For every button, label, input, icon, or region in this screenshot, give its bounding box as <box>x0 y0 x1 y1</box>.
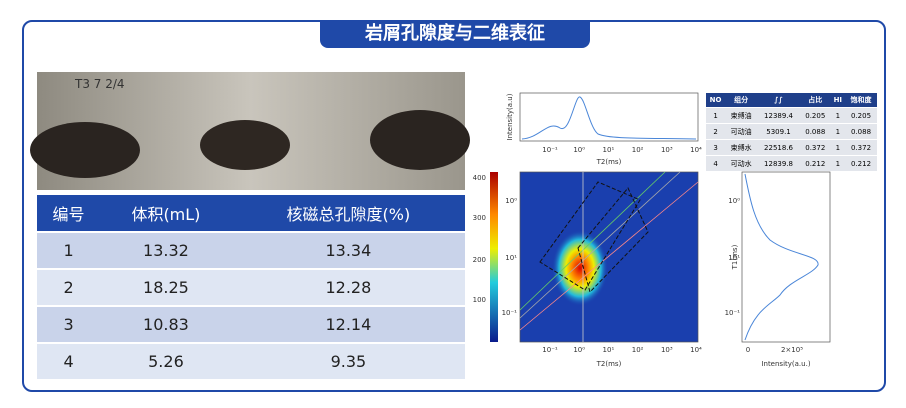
x-label: T2(ms) <box>596 360 622 368</box>
cell: 12839.8 <box>757 155 800 171</box>
y-tick-label: 10⁻¹ <box>725 309 741 317</box>
cell: 束缚油 <box>725 107 758 124</box>
nmr-table: NO 组分 ∫∫ 占比 HI 饱和度 1 束缚油 12389.4 0.205 1 0.205 2 可动油 5… <box>706 93 877 171</box>
cell: 3 <box>706 139 726 156</box>
cell: 束缚水 <box>725 139 758 156</box>
cell: 1 <box>37 231 101 269</box>
cell: 4 <box>37 342 101 379</box>
cell: 1 <box>830 155 846 171</box>
row: 4 5.26 9.35 <box>37 342 465 379</box>
y-tick-label: 10¹ <box>728 254 740 262</box>
row: 3 10.83 12.14 <box>37 305 465 343</box>
x-tick-label: 10⁴ <box>690 346 702 354</box>
cell: 1 <box>830 107 846 124</box>
cell: 0.212 <box>799 155 831 171</box>
cell: 2 <box>37 268 101 306</box>
x-tick-label: 10¹ <box>603 146 615 154</box>
header-cell: 饱和度 <box>845 93 877 108</box>
x-tick-label: 10³ <box>661 146 673 154</box>
x-tick-label: 10¹ <box>603 346 615 354</box>
cell: 0.088 <box>799 123 831 140</box>
y-tick-label: 10⁻¹ <box>502 309 518 317</box>
t1-chart: T1(ms) Intensity(a.u.) 0 2×10⁵ 10⁰ 10¹ 10⁻¹ <box>725 171 831 368</box>
header-cell: 编号 <box>37 195 101 232</box>
y-tick-label: 200 <box>473 256 486 264</box>
cell: 3 <box>37 305 101 343</box>
photo: T3 7 2/4 <box>30 72 470 190</box>
header-cell: NO <box>706 93 726 108</box>
t2-chart: Intensity(a.u) T2(ms) 10⁻¹ 10⁰ 10¹ 10² 10³ 10… <box>506 92 702 166</box>
cell: 可动油 <box>725 123 758 140</box>
x-tick-label: 10² <box>632 146 644 154</box>
header-cell: ∫∫ <box>757 93 800 108</box>
svg-text:T3 7 2/4: T3 7 2/4 <box>74 77 125 91</box>
cell: 0.205 <box>799 107 831 124</box>
cell: 0.205 <box>845 107 877 124</box>
cell: 4 <box>706 155 726 171</box>
x-tick-label: 10⁰ <box>573 146 585 154</box>
x-tick-label: 2×10⁵ <box>781 346 803 354</box>
y-tick-label: 300 <box>473 214 486 222</box>
row: 2 可动油 5309.1 0.088 1 0.088 <box>706 123 877 140</box>
cell: 0.372 <box>845 139 877 156</box>
x-tick-label: 10⁰ <box>573 346 585 354</box>
row: 3 束缚水 22518.6 0.372 1 0.372 <box>706 139 877 156</box>
cell: 9.35 <box>231 342 465 379</box>
header-cell: 占比 <box>799 93 831 108</box>
header-cell: 核磁总孔隙度(%) <box>231 195 465 232</box>
cell: 1 <box>830 123 846 140</box>
y-tick-label: 100 <box>473 296 486 304</box>
row: 2 18.25 12.28 <box>37 268 465 306</box>
cell: 12.14 <box>231 305 465 343</box>
cell: 13.32 <box>100 231 232 269</box>
cell: 13.34 <box>231 231 465 269</box>
x-label: T2(ms) <box>596 158 622 166</box>
header-row: NO 组分 ∫∫ 占比 HI 饱和度 <box>706 93 877 108</box>
cell: 1 <box>706 107 726 124</box>
header-cell: 体积(mL) <box>100 195 232 232</box>
x-tick-label: 10³ <box>661 346 673 354</box>
x-label: Intensity(a.u.) <box>761 360 810 368</box>
row: 1 束缚油 12389.4 0.205 1 0.205 <box>706 107 877 124</box>
cell: 2 <box>706 123 726 140</box>
header-cell: 组分 <box>725 93 758 108</box>
x-tick-label: 10⁴ <box>690 146 702 154</box>
title: 岩屑孔隙度与二维表征 <box>320 20 590 48</box>
cell: 18.25 <box>100 268 232 306</box>
cell: 1 <box>830 139 846 156</box>
cell: 10.83 <box>100 305 232 343</box>
row: 4 可动水 12839.8 0.212 1 0.212 <box>706 155 877 171</box>
cell: 0.372 <box>799 139 831 156</box>
y-tick-label: 10⁰ <box>728 197 740 205</box>
x-tick-label: 10⁻¹ <box>542 346 558 354</box>
porosity-table: 编号 体积(mL) 核磁总孔隙度(%) 1 13.32 13.34 2 18.25 12.28 3… <box>37 195 465 379</box>
cell: 可动水 <box>725 155 758 171</box>
cell: 0.088 <box>845 123 877 140</box>
y-label: T1(ms) <box>731 244 739 270</box>
cell: 0.212 <box>845 155 877 171</box>
y-tick-label: 10⁰ <box>505 197 517 205</box>
x-tick-label: 10⁻¹ <box>542 146 558 154</box>
y-tick-label: 10¹ <box>505 254 517 262</box>
y-label: Intensity(a.u) <box>506 93 514 140</box>
cell: 12389.4 <box>757 107 800 124</box>
row: 1 13.32 13.34 <box>37 231 465 269</box>
x-tick-label: 10² <box>632 346 644 354</box>
y-tick-label: 400 <box>473 174 486 182</box>
cell: 22518.6 <box>757 139 800 156</box>
cell: 5309.1 <box>757 123 800 140</box>
x-tick-label: 0 <box>746 346 750 354</box>
header-cell: HI <box>830 93 846 108</box>
header-row: 编号 体积(mL) 核磁总孔隙度(%) <box>37 195 465 232</box>
cell: 5.26 <box>100 342 232 379</box>
cell: 12.28 <box>231 268 465 306</box>
t1t2-map: T2(ms) 10⁻¹ 10⁰ 10¹ 10² 10³ 10⁴ 10⁰ 10¹ 10⁻¹ 400 3… <box>473 171 702 368</box>
